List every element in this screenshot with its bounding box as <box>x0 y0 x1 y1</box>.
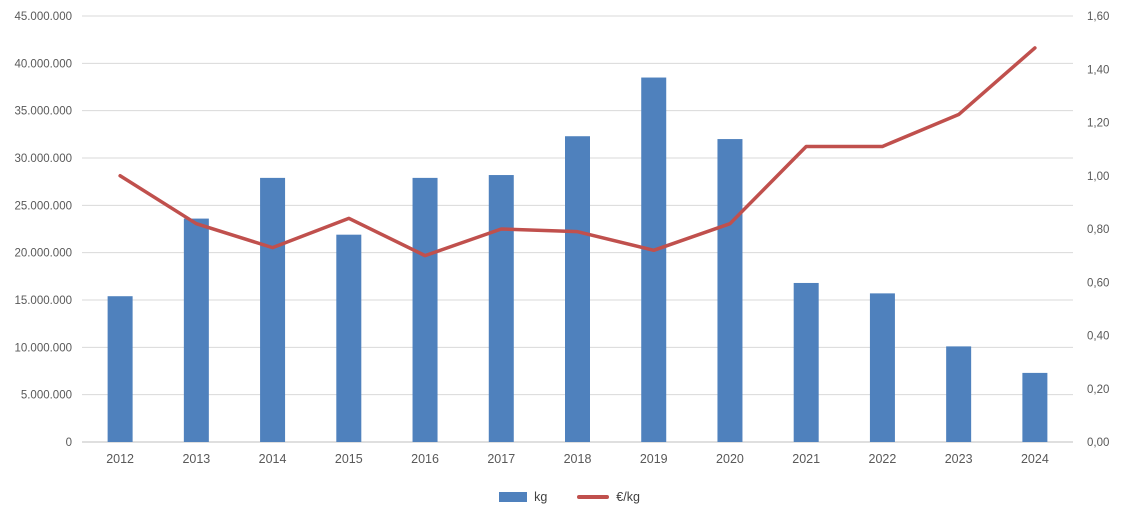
bar-2018 <box>565 136 590 442</box>
bar-2021 <box>793 282 819 442</box>
bar-2019 <box>641 77 667 443</box>
x-axis-category-label: 2014 <box>259 452 287 466</box>
x-axis-category-label: 2016 <box>411 452 439 466</box>
x-axis-category-label: 2017 <box>487 452 515 466</box>
left-axis-tick-label: 5.000.000 <box>21 390 72 402</box>
x-axis-category-label: 2018 <box>564 452 592 466</box>
bar-2016 <box>412 177 438 442</box>
right-axis-tick-label: 0,80 <box>1087 224 1109 236</box>
right-axis-tick-label: 1,20 <box>1087 118 1109 130</box>
bar-2017 <box>488 175 514 443</box>
chart-legend: kg €/kg <box>0 490 1139 504</box>
left-axis-tick-label: 0 <box>66 437 72 449</box>
right-axis-tick-label: 0,00 <box>1087 437 1109 449</box>
right-axis-tick-label: 1,60 <box>1087 11 1109 23</box>
left-axis-tick-label: 20.000.000 <box>14 248 72 260</box>
legend-item-kg: kg <box>499 490 547 504</box>
left-axis-tick-label: 25.000.000 <box>14 200 72 212</box>
bar-2014 <box>260 177 286 442</box>
right-axis-tick-label: 0,40 <box>1087 331 1109 343</box>
x-axis-category-label: 2023 <box>945 452 973 466</box>
x-axis-category-label: 2019 <box>640 452 668 466</box>
price-line-series <box>118 46 1037 258</box>
right-axis-tick-label: 1,00 <box>1087 171 1109 183</box>
x-axis-category-label: 2012 <box>106 452 134 466</box>
right-axis-tick-label: 0,20 <box>1087 384 1109 396</box>
left-axis-tick-label: 40.000.000 <box>14 58 72 70</box>
x-axis-category-label: 2024 <box>1021 452 1049 466</box>
x-axis-category-label: 2020 <box>716 452 744 466</box>
left-axis-tick-label: 35.000.000 <box>14 106 72 118</box>
x-axis-category-label: 2015 <box>335 452 363 466</box>
kg-series-swatch <box>499 492 528 502</box>
legend-item-eur-per-kg: €/kg <box>577 490 640 504</box>
bar-2013 <box>183 218 209 442</box>
bar-2020 <box>717 139 743 443</box>
left-axis-tick-label: 30.000.000 <box>14 153 72 165</box>
right-axis-tick-label: 1,40 <box>1087 64 1109 76</box>
legend-label-kg: kg <box>534 490 548 504</box>
bar-2023 <box>946 346 972 442</box>
legend-label-eur-per-kg: €/kg <box>616 490 640 504</box>
bar-2024 <box>1022 372 1048 442</box>
bar-2015 <box>336 234 362 442</box>
right-axis-tick-label: 0,60 <box>1087 277 1109 289</box>
x-axis-category-label: 2021 <box>792 452 820 466</box>
eur-per-kg-series-swatch <box>577 495 610 499</box>
x-axis-category-label: 2022 <box>869 452 897 466</box>
left-axis-tick-label: 10.000.000 <box>14 342 72 354</box>
bar-2022 <box>869 293 895 442</box>
x-axis-category-label: 2013 <box>182 452 210 466</box>
left-axis-tick-label: 45.000.000 <box>14 11 72 23</box>
left-axis-tick-label: 15.000.000 <box>14 295 72 307</box>
bar-2012 <box>107 296 133 442</box>
